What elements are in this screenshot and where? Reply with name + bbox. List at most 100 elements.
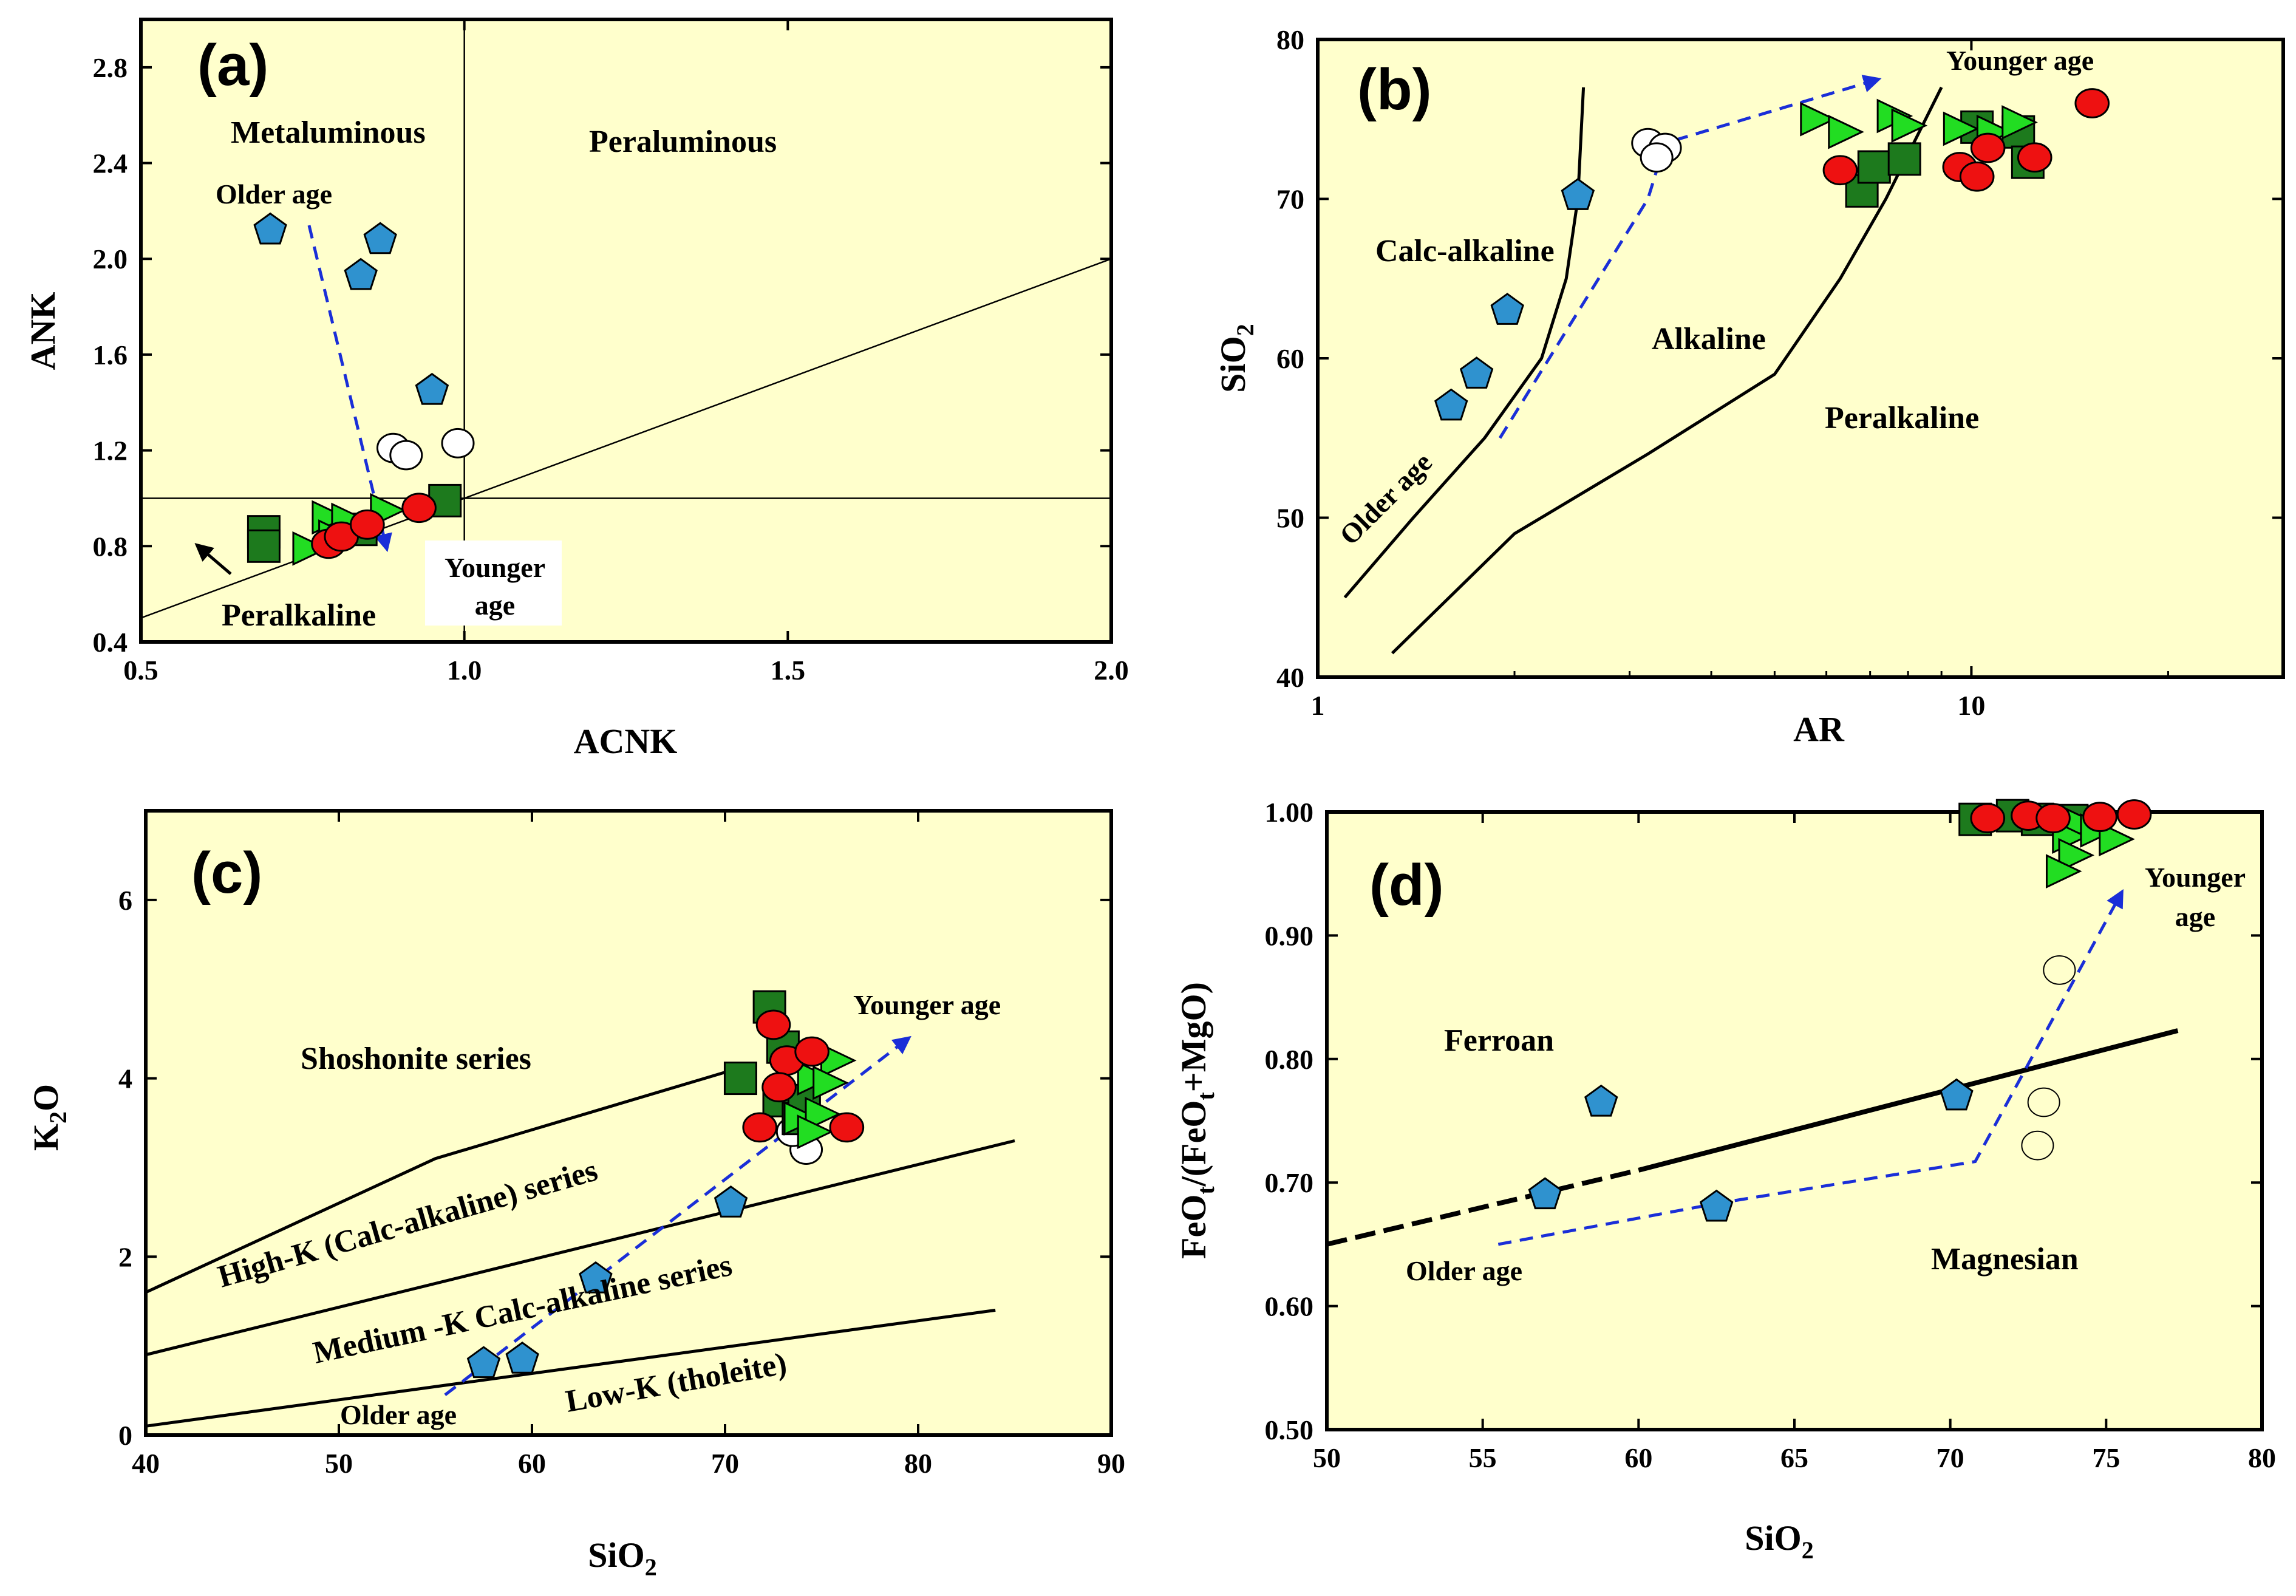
point-d-triangle-2 [2058,837,2095,873]
point-b-red-circle-0 [1822,155,1858,186]
x-tick-label-a-2: 1.5 [771,655,806,686]
point-b-pentagon-0 [1434,388,1468,421]
y-tick-label-c-3: 6 [118,885,132,916]
point-c-triangle-2 [812,1065,849,1100]
younger-age-label-c: Younger age [853,989,1001,1020]
younger-age-label-a-2: age [475,590,515,621]
panel-label-a: (a) [197,33,268,98]
x-tick-label-d-2: 60 [1624,1442,1652,1473]
boundary-d-1 [1638,1028,2179,1173]
y-tick-label-a-5: 2.4 [93,148,128,179]
x-tick-label-c-0: 40 [132,1448,160,1479]
y-tick-label-d-1: 0.60 [1265,1291,1314,1322]
point-b-red-circle-3 [1959,161,1995,192]
point-c-square-2 [723,1062,757,1096]
younger-age-label-d-1: Younger [2145,862,2246,893]
point-d-open-circle-0 [2043,955,2076,985]
point-a-pentagon-3 [415,372,449,405]
point-d-open-circle-1 [2027,1087,2060,1117]
panel-b-marks: 1 10 40 50 60 70 80 [1276,24,2284,721]
x-tick-label-d-0: 50 [1313,1442,1341,1473]
x-tick-label-b-1: 10 [1957,690,1985,721]
older-age-label-a: Older age [216,179,332,210]
point-b-triangle-3 [1891,108,1928,143]
boundary-c-2 [145,1308,996,1428]
y-axis-label-d-s2: t [1192,1092,1219,1100]
field-peraluminous: Peraluminous [589,124,777,159]
point-d-triangle-4 [2099,822,2135,857]
x-axis-label-c: SiO2 [588,1535,657,1581]
point-a-pentagon-2 [344,257,378,290]
point-a-pentagon-1 [363,222,397,254]
point-a-pentagon-0 [253,212,287,245]
field-ferroan: Ferroan [1444,1023,1554,1058]
x-axis-label-d: SiO2 [1745,1518,1814,1564]
point-b-square-1 [1857,150,1891,184]
x-axis-label-c-sub: 2 [645,1553,657,1581]
point-a-open-circle-1 [389,440,423,471]
y-axis-label-d: FeOt/(FeOt+MgO) [1174,982,1219,1259]
plot-frame-c [144,809,1113,1437]
point-d-triangle-5 [2045,854,2082,889]
plot-frame-a [139,18,1113,644]
point-b-triangle-6 [2001,105,2038,140]
x-tick-label-d-5: 75 [2092,1442,2120,1473]
y-tick-label-b-1: 50 [1276,503,1304,534]
point-d-red-circle-2 [2035,803,2071,834]
y-axis-label-a: ANK [23,292,63,370]
point-b-red-circle-2 [1970,132,2006,163]
younger-age-label-d-2: age [2175,901,2215,932]
y-tick-label-a-0: 0.4 [93,627,128,658]
x-axis-label-b: AR [1793,709,1845,749]
younger-age-label-b: Younger age [1946,45,2094,76]
svg-text:SiO2: SiO2 [1213,324,1259,393]
point-a-square-1 [247,529,281,563]
peralkaline-arrow-a [194,543,232,575]
y-tick-label-b-3: 70 [1276,184,1304,215]
x-axis-label-d-main: SiO [1745,1518,1802,1558]
y-axis-label-d-p3: +MgO) [1174,982,1213,1092]
y-tick-label-d-2: 0.70 [1265,1167,1314,1198]
point-d-open-circle-2 [2021,1130,2054,1161]
svg-text:FeOt/(FeOt+MgO): FeOt/(FeOt+MgO) [1174,982,1219,1259]
x-tick-label-c-4: 80 [904,1448,932,1479]
field-shoshonite: Shoshonite series [301,1042,531,1076]
point-c-red-circle-3 [761,1072,797,1103]
y-tick-label-a-4: 2.0 [93,244,128,275]
point-b-triangle-1 [1828,114,1864,149]
field-magnesian: Magnesian [1931,1242,2079,1277]
x-tick-label-c-1: 50 [325,1448,353,1479]
boundary-c-1 [145,1139,1015,1357]
point-c-pentagon-1 [505,1342,539,1374]
x-tick-label-c-3: 70 [711,1448,739,1479]
x-axis-label-a: ACNK [574,721,678,761]
boundary-c-0 [145,1068,735,1294]
y-tick-label-a-1: 0.8 [93,531,128,562]
panel-d-marks: 50 55 60 65 70 75 80 0.50 0.60 0.70 0.80 0.90 1.00 [1265,797,2277,1473]
y-axis-label-c-main: K [26,1124,66,1151]
point-d-pentagon-0 [1528,1177,1562,1210]
field-peralkaline-b: Peralkaline [1825,401,1979,435]
svg-text:SiO2: SiO2 [1745,1518,1814,1564]
trend-arrow-d [1497,888,2124,1246]
panel-a-marks: 0.5 1.0 1.5 2.0 0.4 0.8 1.2 1.6 2.0 2.4 2.8 [93,19,1129,686]
x-tick-label-d-1: 55 [1469,1442,1497,1473]
point-a-red-circle-3 [401,493,437,523]
point-c-triangle-4 [805,1096,842,1131]
x-tick-label-b-0: 1 [1311,690,1325,721]
y-axis-label-b: SiO2 [1213,324,1259,393]
x-axis-label-c-main: SiO [588,1535,645,1575]
y-tick-label-d-0: 0.50 [1265,1414,1314,1445]
panel-a: 0.5 1.0 1.5 2.0 0.4 0.8 1.2 1.6 2.0 2.4 2.8 (a) Me… [23,18,1129,761]
boundary-d-0 [1326,1167,1640,1247]
y-axis-label-d-s1: t [1192,1186,1219,1195]
field-alkaline-b: Alkaline [1652,322,1766,356]
y-axis-label-d-p2: /(FeO [1174,1100,1213,1187]
field-calc-alkaline-b: Calc-alkaline [1375,234,1555,268]
point-d-pentagon-3 [1940,1078,1974,1111]
panel-c-marks: 40 50 60 70 80 90 0 2 4 6 [118,811,1125,1479]
older-age-label-d: Older age [1406,1255,1522,1286]
point-c-red-circle-0 [755,1009,791,1040]
